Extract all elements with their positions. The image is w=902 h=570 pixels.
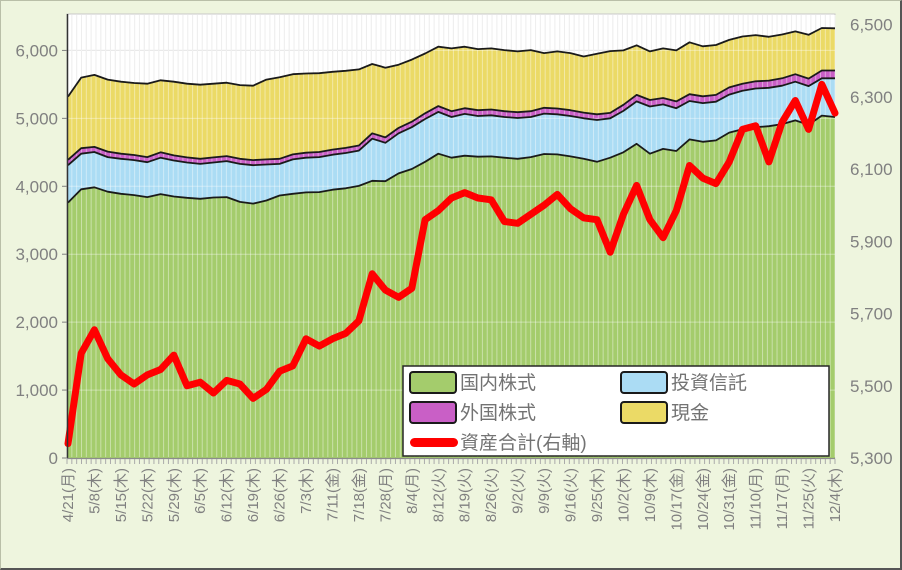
left-axis-label: 2,000 <box>15 313 58 332</box>
x-axis-label: 9/9(火) <box>536 468 553 514</box>
x-axis-label: 11/25(火) <box>801 468 818 529</box>
legend-swatch <box>620 401 668 424</box>
right-axis-label: 5,900 <box>850 232 893 251</box>
legend-item-3: 現金 <box>620 401 709 424</box>
legend-item-1: 投資信託 <box>620 371 747 394</box>
legend-label: 資産合計(右軸) <box>460 432 587 454</box>
legend-label: 現金 <box>671 402 709 424</box>
right-axis-label: 6,100 <box>850 160 893 179</box>
x-axis-label: 10/2(木) <box>615 468 632 522</box>
x-axis-label: 8/4(月) <box>404 468 421 514</box>
x-axis-label: 8/19(火) <box>457 468 474 522</box>
right-axis-label: 5,300 <box>850 449 893 468</box>
x-axis-label: 5/29(木) <box>166 468 183 522</box>
legend-label: 外国株式 <box>460 402 536 424</box>
total-assets-line <box>64 80 839 448</box>
x-axis-label: 10/9(木) <box>642 468 659 522</box>
x-axis-label: 7/18(金) <box>351 468 368 522</box>
x-axis-labels: 4/21(月) 5/8(木) 5/15(木) 5/22(木) 5/29(木) 6/5(木)… <box>60 468 844 531</box>
x-axis-label: 9/25(木) <box>589 468 606 522</box>
legend-label: 国内株式 <box>460 372 536 394</box>
left-axis-label: 6,000 <box>15 41 58 60</box>
legend-box <box>402 365 830 457</box>
x-axis-label: 7/3(木) <box>298 468 315 514</box>
x-axis-label: 5/22(木) <box>139 468 156 522</box>
right-axis-label: 6,500 <box>850 16 893 35</box>
x-axis-label: 7/28(月) <box>377 468 394 522</box>
left-axis-label: 5,000 <box>15 109 58 128</box>
x-axis-tick-comb <box>66 459 836 464</box>
x-axis-label: 6/5(木) <box>192 468 209 514</box>
x-axis-label: 5/8(木) <box>86 468 103 514</box>
x-axis-label: 10/31(金) <box>721 468 738 531</box>
x-axis-label: 9/16(火) <box>563 468 580 522</box>
legend-swatch <box>620 371 668 394</box>
left-axis-label: 3,000 <box>15 245 58 264</box>
x-axis-label: 11/17(月) <box>774 468 791 529</box>
left-axis-label: 1,000 <box>15 381 58 400</box>
right-axis-label: 6,300 <box>850 88 893 107</box>
x-axis-label: 5/15(木) <box>113 468 130 522</box>
left-axis-label: 0 <box>49 449 58 468</box>
legend-item-0: 国内株式 <box>409 371 536 394</box>
right-axis-labels: 5,300 5,500 5,700 5,900 6,100 6,300 6,500 <box>850 16 893 468</box>
legend-item-2: 外国株式 <box>409 401 536 424</box>
area-foreign-stocks-outline <box>67 69 835 161</box>
right-axis-label: 5,500 <box>850 377 893 396</box>
area-cash-outline <box>67 27 836 98</box>
x-axis-label: 10/17(金) <box>668 468 685 531</box>
x-axis-label: 8/26(火) <box>483 468 500 522</box>
left-axis-labels: 0 1,000 2,000 3,000 4,000 5,000 6,000 <box>15 41 58 468</box>
area-domestic-stocks-outline <box>67 114 836 205</box>
x-axis-label: 10/24(金) <box>695 468 712 531</box>
left-axis-label: 4,000 <box>15 177 58 196</box>
right-axis-label: 5,700 <box>850 305 893 324</box>
legend-swatch <box>409 401 457 424</box>
x-axis-label: 6/26(木) <box>272 468 289 522</box>
legend-swatch <box>409 371 457 394</box>
x-axis-label: 11/10(月) <box>748 468 765 529</box>
x-axis-label: 12/4(木) <box>827 468 844 522</box>
x-axis-label: 4/21(月) <box>60 468 77 522</box>
legend-line-swatch <box>410 438 458 447</box>
x-axis-label: 6/19(木) <box>245 468 262 522</box>
x-axis-label: 8/12(火) <box>430 468 447 522</box>
left-axis-ticks <box>62 49 67 459</box>
x-axis-label: 7/11(金) <box>325 468 342 521</box>
legend-label: 投資信託 <box>671 372 747 394</box>
x-axis-label: 6/12(木) <box>219 468 236 522</box>
area-investment-trusts-outline <box>67 77 835 167</box>
legend-item-4: 資産合計(右軸) <box>410 432 587 454</box>
x-axis-label: 9/2(火) <box>510 468 527 514</box>
